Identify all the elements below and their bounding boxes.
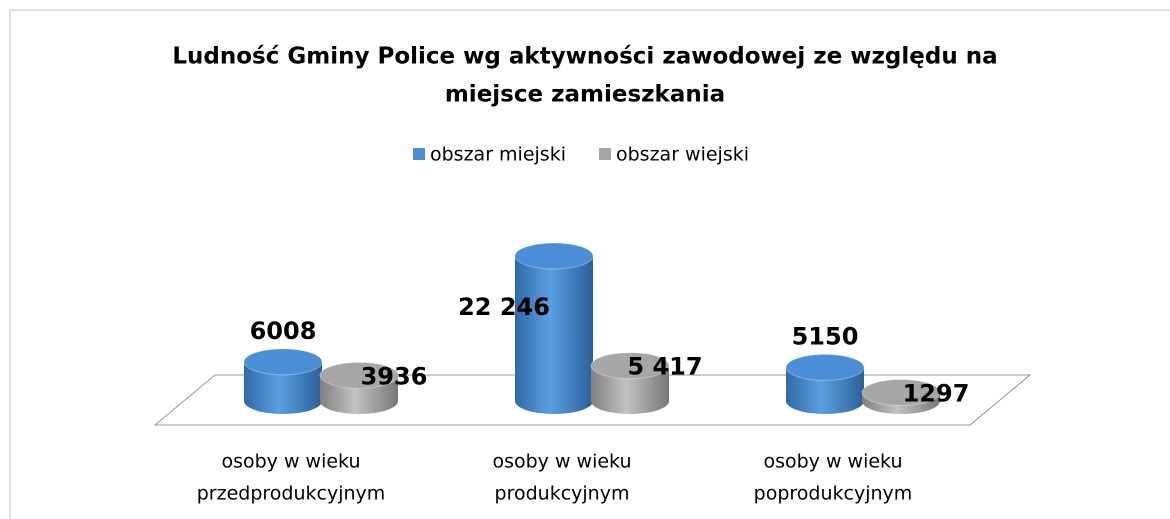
data-label: 1297 xyxy=(903,380,970,408)
bar-top xyxy=(861,379,941,407)
x-tick-label: produkcyjnym xyxy=(495,483,630,505)
legend-label: obszar miejski xyxy=(430,144,566,166)
data-label: 22 246 xyxy=(458,293,550,321)
legend-swatch xyxy=(413,148,425,160)
x-tick-label: poprodukcyjnym xyxy=(754,483,913,505)
legend-label: obszar wiejski xyxy=(616,144,749,166)
chart-title: miejsce zamieszkania xyxy=(445,82,725,108)
bar xyxy=(515,256,593,414)
x-tick-label: przedprodukcyjnym xyxy=(197,483,386,505)
legend-swatch xyxy=(599,148,611,160)
bar xyxy=(244,361,322,414)
data-label: 3936 xyxy=(361,362,428,390)
floor xyxy=(153,374,1032,426)
x-tick-label: osoby w wieku xyxy=(763,451,902,473)
data-label: 6008 xyxy=(250,317,317,345)
x-tick-label: osoby w wieku xyxy=(492,451,631,473)
chart-title: Ludność Gminy Police wg aktywności zawod… xyxy=(172,44,997,70)
bar-top xyxy=(243,348,323,376)
data-label: 5 417 xyxy=(627,353,702,381)
bar-top xyxy=(785,353,865,381)
bar-top xyxy=(590,352,670,380)
chart-border xyxy=(9,9,1170,519)
bar xyxy=(591,365,669,414)
bar xyxy=(786,367,864,414)
data-label: 5150 xyxy=(792,322,859,350)
x-tick-label: osoby w wieku xyxy=(221,451,360,473)
bar-top xyxy=(514,242,594,270)
bar-top xyxy=(319,361,399,389)
